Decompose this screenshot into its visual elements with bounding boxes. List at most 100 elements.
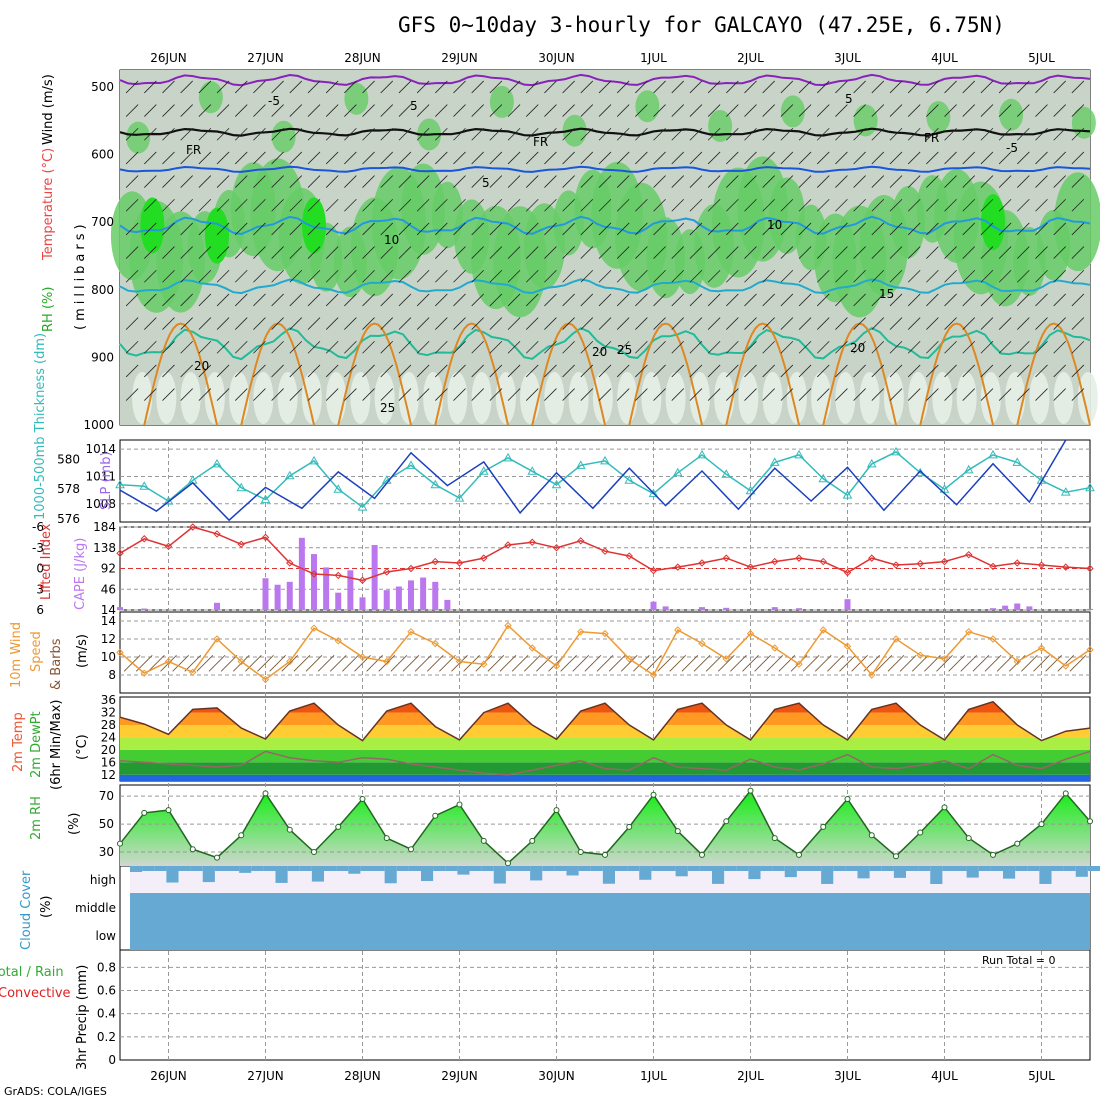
wind-barb: [435, 388, 448, 401]
cloud-high-bar: [445, 866, 458, 871]
wind-barb: [344, 293, 357, 307]
contour-label: 20: [592, 345, 607, 359]
lifted-index-point: [649, 566, 658, 575]
cloud-high-bar: [772, 866, 785, 871]
wind-barb: [780, 317, 794, 330]
cape-tick: 14: [101, 603, 116, 617]
wind-barb: [253, 198, 266, 212]
lifted-index-point: [868, 554, 876, 562]
wind-barb: [380, 293, 394, 307]
wind10m-point: [649, 671, 658, 679]
wind-barb: [289, 127, 303, 141]
wind-barb: [1053, 80, 1066, 94]
wind10m-point: [746, 629, 755, 638]
wind-barb: [653, 340, 666, 354]
wind-barb: [453, 246, 466, 259]
wind-barb: [125, 175, 139, 188]
wind-barb: [453, 127, 466, 141]
thickness-point: [745, 485, 756, 495]
pressure-tick: 800: [91, 283, 114, 297]
wind-barb: [125, 151, 139, 165]
thickness-tick: 580: [57, 452, 80, 466]
rh2m-unit: (%): [67, 813, 82, 836]
thickness-point: [478, 466, 489, 475]
cloud-high-bar: [1063, 866, 1076, 871]
wind-barb: [398, 80, 412, 94]
wind-barb: [289, 175, 303, 188]
wind-barb: [744, 198, 757, 212]
cape-bar: [699, 607, 705, 610]
wind-barb: [562, 340, 575, 354]
rh2m-labels: 2m RH (%): [29, 796, 82, 840]
wind-barb: [998, 388, 1012, 401]
wind-barb: [762, 222, 775, 236]
wind-barb: [816, 151, 830, 165]
wind-barb: [1035, 246, 1048, 259]
wind10m-point: [722, 655, 730, 663]
cape-bar: [650, 601, 657, 610]
wind-barb: [744, 388, 757, 401]
wind10m-point: [1013, 657, 1021, 666]
rh-dry-region: [204, 371, 225, 424]
thickness-point: [963, 464, 974, 474]
wind10m-labels: 10m Wind Speed & Barbs (m/s): [9, 622, 90, 690]
rh2m-point: [480, 837, 487, 844]
cloud-high-bar: [615, 866, 628, 871]
rh2m-point: [262, 790, 269, 797]
lifted-index-point: [164, 542, 173, 551]
cape-bar: [990, 608, 996, 610]
wind-barb: [525, 293, 539, 307]
li-tick: 6: [36, 603, 44, 617]
rh-dry-region: [665, 371, 686, 424]
wind-barb: [325, 198, 339, 212]
wind-barb: [798, 198, 812, 212]
wind10m-barb: [208, 654, 226, 672]
wind-barb: [416, 364, 430, 378]
wind-barb: [271, 151, 284, 165]
wind-barb: [435, 151, 448, 165]
wind-barb: [489, 317, 503, 330]
date-label-bottom: 27JUN: [247, 1069, 284, 1083]
wind-barb: [998, 198, 1012, 212]
wind10m-barb: [160, 654, 177, 672]
wind-barb: [453, 222, 466, 236]
wind-barb: [162, 175, 175, 188]
dewpt2m-line: [119, 750, 1091, 776]
wind-barb: [544, 222, 557, 236]
wind-barb: [1071, 293, 1085, 307]
wind-barb: [1017, 222, 1030, 236]
wind-barb: [816, 293, 830, 307]
thickness-point: [794, 449, 804, 459]
wind-barb: [907, 269, 921, 283]
wind-barb: [871, 293, 885, 307]
wind-barb: [198, 151, 212, 165]
wind10m-point: [116, 648, 124, 657]
wind-barb: [471, 198, 484, 212]
wind-barb: [362, 104, 375, 117]
wind10m-barb: [802, 654, 820, 672]
wind-barb: [1071, 246, 1085, 259]
wind10m-point: [189, 668, 197, 677]
wind-barb: [907, 364, 921, 378]
wind-barb: [507, 340, 521, 354]
wind10m-barb: [439, 654, 456, 672]
wind-barb: [853, 151, 866, 165]
wind10m-point: [237, 657, 245, 666]
cape-bar: [723, 607, 730, 610]
wind-barb: [544, 293, 557, 307]
cloud-label: Cloud Cover: [19, 870, 34, 950]
rh-moist-region: [126, 121, 151, 154]
wind10m-point: [819, 626, 827, 634]
cloud-level-label: middle: [75, 901, 116, 915]
wind-barb: [162, 127, 175, 141]
rh2m-point: [626, 823, 633, 830]
lifted-index-point: [965, 550, 973, 559]
wind-barb: [380, 317, 394, 330]
wind-barb: [325, 80, 339, 94]
wind-barb: [380, 340, 394, 354]
wind-barb: [907, 175, 921, 188]
wind-barb: [162, 246, 175, 259]
wind-barb: [762, 151, 775, 165]
wind-barb: [398, 364, 412, 378]
wind-barb: [253, 104, 266, 117]
